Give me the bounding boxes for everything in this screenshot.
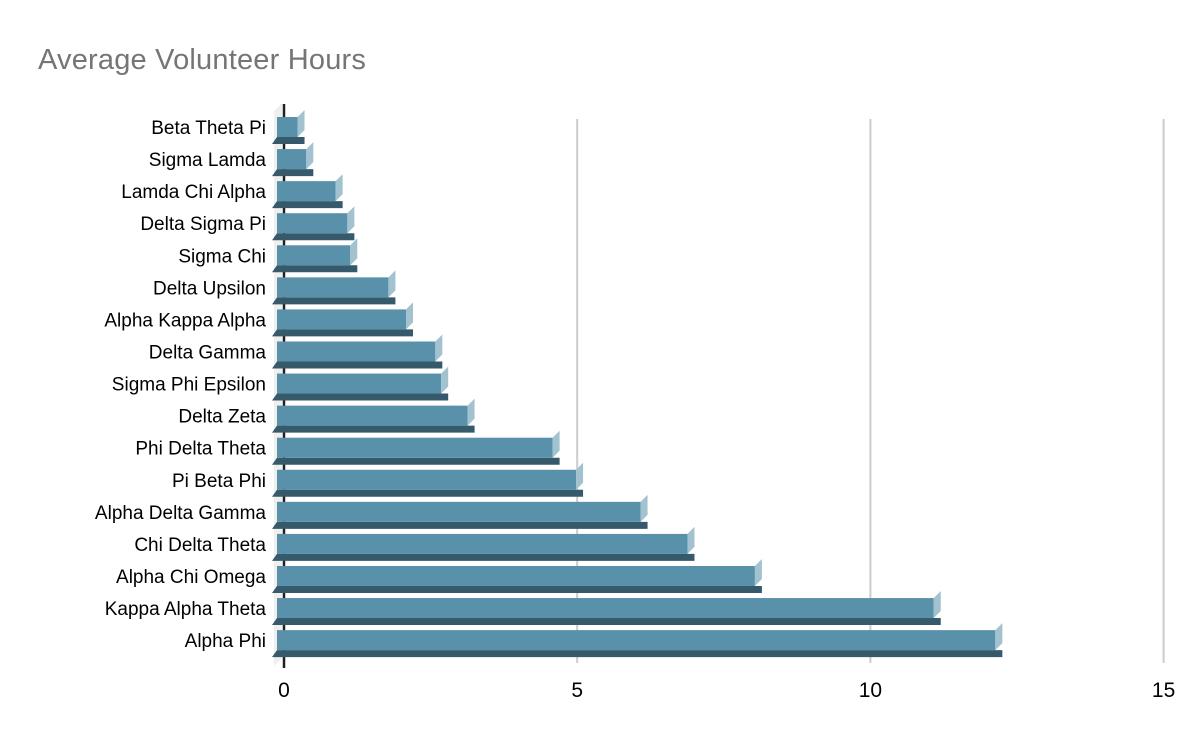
bar-alpha-delta-gamma[interactable]	[272, 494, 648, 529]
category-label-lamda-chi-alpha: Lamda Chi Alpha	[121, 182, 266, 203]
category-label-delta-zeta: Delta Zeta	[178, 407, 266, 428]
bar-end-cap	[640, 494, 648, 522]
bar-end-cap	[388, 270, 396, 298]
bar-end-cap	[347, 206, 355, 234]
bar-end-cap	[406, 302, 414, 330]
bar-delta-upsilon[interactable]	[272, 270, 396, 305]
bar-lamda-chi-alpha[interactable]	[272, 174, 343, 209]
bar-pi-beta-phi[interactable]	[272, 462, 584, 497]
bar-bottom-face	[272, 393, 449, 401]
bar-end-cap	[435, 334, 443, 362]
category-label-alpha-phi: Alpha Phi	[185, 631, 266, 652]
bar-front-face	[277, 213, 348, 234]
x-tick-label-15: 15	[1152, 679, 1175, 702]
bar-front-face	[277, 533, 688, 554]
category-label-chi-delta-theta: Chi Delta Theta	[134, 535, 266, 556]
bar-bottom-face	[272, 169, 314, 177]
bar-end-cap	[335, 174, 343, 202]
bar-end-cap	[576, 462, 584, 490]
bar-alpha-kappa-alpha[interactable]	[272, 302, 414, 337]
category-label-pi-beta-phi: Pi Beta Phi	[172, 471, 266, 492]
bar-delta-sigma-pi[interactable]	[272, 206, 355, 241]
bar-bottom-face	[272, 585, 762, 593]
bar-end-cap	[687, 526, 695, 554]
category-label-phi-delta-theta: Phi Delta Theta	[135, 439, 266, 460]
category-label-alpha-chi-omega: Alpha Chi Omega	[116, 567, 266, 588]
bar-front-face	[277, 245, 351, 266]
category-label-delta-sigma-pi: Delta Sigma Pi	[140, 214, 266, 235]
chart-title: Average Volunteer Hours	[38, 44, 367, 76]
bar-front-face	[277, 598, 934, 619]
bar-bottom-face	[272, 521, 648, 529]
bar-bottom-face	[272, 618, 941, 626]
bar-end-cap	[297, 110, 305, 137]
bar-front-face	[277, 501, 641, 522]
category-label-delta-upsilon: Delta Upsilon	[153, 278, 266, 299]
bar-bottom-face	[272, 137, 305, 144]
bar-bottom-face	[272, 361, 443, 369]
bar-bottom-face	[272, 425, 475, 433]
bar-end-cap	[933, 591, 941, 619]
category-label-sigma-lamda: Sigma Lamda	[149, 150, 267, 171]
category-label-alpha-kappa-alpha: Alpha Kappa Alpha	[104, 310, 266, 331]
bar-sigma-phi-epsilon[interactable]	[272, 366, 449, 401]
bar-bottom-face	[272, 265, 358, 273]
bar-delta-gamma[interactable]	[272, 334, 443, 369]
x-tick-label-5: 5	[571, 679, 583, 702]
category-label-delta-gamma: Delta Gamma	[149, 342, 267, 363]
category-label-beta-theta-pi: Beta Theta Pi	[151, 118, 266, 139]
bar-bottom-face	[272, 489, 584, 497]
bar-chi-delta-theta[interactable]	[272, 526, 695, 561]
bar-end-cap	[754, 558, 762, 586]
bar-front-face	[277, 469, 577, 490]
bar-end-cap	[306, 142, 314, 170]
bar-end-cap	[467, 398, 475, 426]
bar-kappa-alpha-theta[interactable]	[272, 591, 941, 626]
bar-end-cap	[350, 238, 358, 266]
bar-bottom-face	[272, 553, 695, 561]
x-tick-label-10: 10	[859, 679, 882, 702]
bar-beta-theta-pi[interactable]	[272, 110, 305, 144]
bar-front-face	[277, 149, 307, 170]
bar-front-face	[277, 117, 298, 137]
bar-front-face	[277, 405, 468, 426]
bar-front-face	[277, 565, 755, 586]
bar-phi-delta-theta[interactable]	[272, 430, 560, 465]
category-label-kappa-alpha-theta: Kappa Alpha Theta	[105, 599, 267, 620]
bar-end-cap	[441, 366, 449, 394]
bar-front-face	[277, 630, 996, 651]
bar-front-face	[277, 437, 553, 458]
bar-bottom-face	[272, 233, 355, 241]
bar-alpha-phi[interactable]	[272, 623, 1003, 658]
bar-sigma-chi[interactable]	[272, 238, 358, 273]
bar-end-cap	[552, 430, 560, 458]
category-label-sigma-phi-epsilon: Sigma Phi Epsilon	[112, 375, 266, 396]
bar-front-face	[277, 373, 442, 394]
bar-alpha-chi-omega[interactable]	[272, 558, 762, 593]
bar-front-face	[277, 309, 407, 330]
bar-bottom-face	[272, 201, 343, 209]
category-label-sigma-chi: Sigma Chi	[178, 246, 266, 267]
bar-sigma-lamda[interactable]	[272, 142, 314, 177]
bar-bottom-face	[272, 329, 414, 337]
bar-delta-zeta[interactable]	[272, 398, 475, 433]
x-tick-label-0: 0	[278, 679, 290, 702]
bar-end-cap	[995, 623, 1003, 651]
bar-bottom-face	[272, 457, 560, 465]
bar-front-face	[277, 181, 336, 202]
bar-bottom-face	[272, 297, 396, 305]
bar-bottom-face	[272, 650, 1003, 658]
category-label-alpha-delta-gamma: Alpha Delta Gamma	[95, 503, 267, 524]
bar-front-face	[277, 277, 389, 298]
bar-front-face	[277, 341, 436, 362]
